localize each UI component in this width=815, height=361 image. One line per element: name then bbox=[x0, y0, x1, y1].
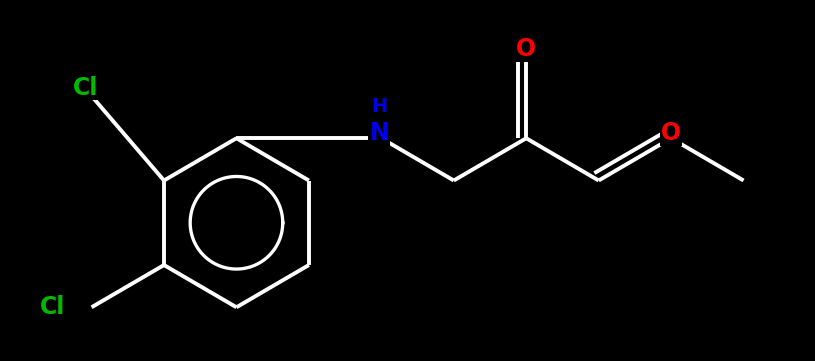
Text: O: O bbox=[661, 121, 681, 145]
Text: Cl: Cl bbox=[73, 76, 99, 100]
Text: N: N bbox=[369, 121, 390, 145]
Text: Cl: Cl bbox=[40, 295, 65, 319]
Text: H: H bbox=[372, 96, 387, 116]
Text: O: O bbox=[516, 37, 536, 61]
